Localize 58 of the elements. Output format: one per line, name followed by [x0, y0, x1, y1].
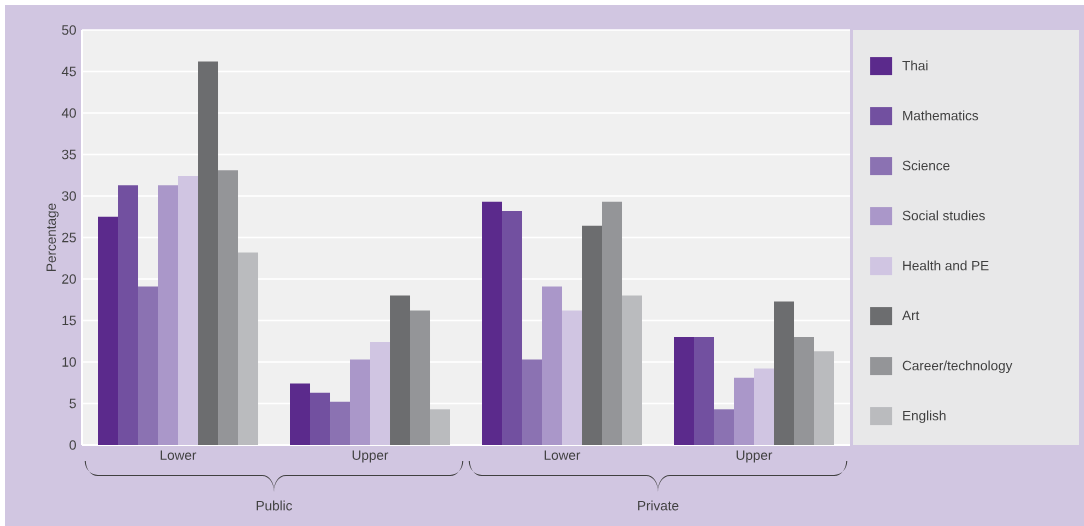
bar: [218, 170, 239, 445]
x-tick-label: Upper: [352, 450, 389, 463]
legend-label: Art: [902, 310, 920, 321]
bar: [502, 210, 523, 445]
bar: [734, 377, 755, 445]
legend-label: English: [903, 410, 946, 424]
y-axis-title: Percentage: [46, 203, 59, 271]
bar: [178, 176, 199, 445]
y-tick-label: 20: [62, 274, 76, 284]
y-tick-label: 25: [62, 232, 76, 243]
y-tick-label: 50: [62, 25, 76, 35]
y-tick-label: 45: [61, 66, 76, 77]
bar: [198, 61, 219, 445]
bar: [814, 351, 835, 445]
bar: [794, 337, 815, 445]
y-tick-label: 10: [62, 357, 76, 367]
bar: [410, 310, 431, 445]
bar: [158, 185, 179, 445]
bar: [350, 359, 371, 445]
y-tick-label: 5: [69, 398, 76, 409]
bar: [694, 337, 715, 445]
bar: [238, 252, 259, 445]
bar: [482, 201, 503, 445]
bar: [522, 359, 543, 445]
bar: [542, 286, 563, 445]
y-tick-label: 40: [61, 108, 76, 118]
text: Private: [638, 500, 679, 511]
legend-label: Mathematics: [903, 110, 979, 121]
bar: [622, 295, 643, 445]
y-tick-label: 0: [69, 440, 76, 450]
legend-label: Career/technology: [902, 360, 1013, 374]
bar: [754, 368, 775, 445]
bar: [98, 216, 119, 445]
x-tick-label: Upper: [736, 450, 773, 463]
bar: [118, 185, 139, 445]
y-tick-label: 35: [61, 149, 76, 160]
legend-label: Social studies: [902, 210, 985, 221]
bar: [430, 409, 451, 445]
x-tick-label: Lower: [160, 450, 197, 460]
bar: [582, 225, 603, 445]
bar: [390, 295, 411, 445]
y-tick-label: 30: [61, 191, 76, 201]
bar: [310, 392, 331, 445]
y-tick-label: 15: [62, 315, 76, 326]
text: Public: [256, 500, 293, 511]
bar: [290, 383, 311, 445]
x-tick-label: Lower: [544, 450, 581, 460]
bar: [370, 342, 391, 445]
bar: [562, 310, 583, 445]
legend-label: Health and PE: [903, 260, 989, 271]
legend-label: Thai: [902, 60, 928, 71]
bar: [714, 409, 735, 445]
bar: [774, 301, 795, 445]
legend-label: Science: [902, 160, 950, 171]
bar: [330, 401, 351, 445]
bar: [602, 201, 623, 445]
bar: [138, 286, 159, 445]
bar: [674, 337, 695, 445]
